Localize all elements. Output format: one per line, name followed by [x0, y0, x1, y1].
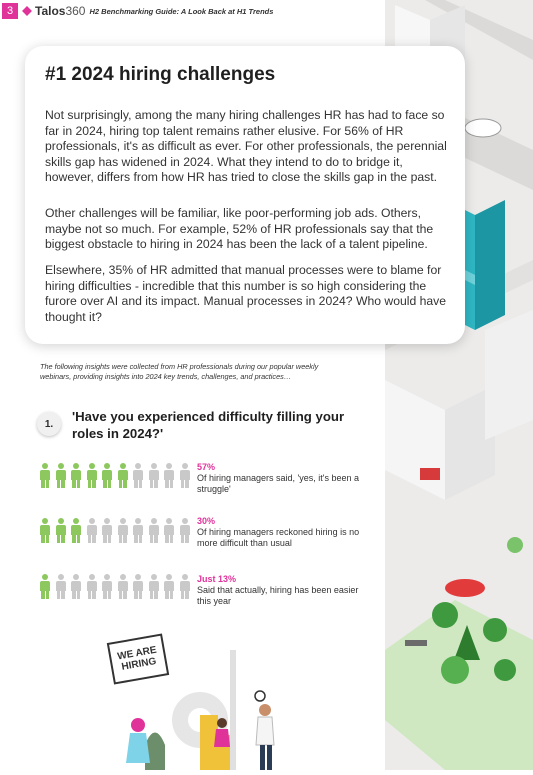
question-text: 'Have you experienced difficulty filling…	[72, 409, 345, 441]
stat-1-label: Of hiring managers said, 'yes, it's been…	[197, 473, 360, 494]
stat-3-label: Said that actually, hiring has been easi…	[197, 585, 359, 606]
person-icon	[38, 518, 54, 544]
stat-3: Just 13% Said that actually, hiring has …	[197, 574, 367, 607]
person-icon	[69, 463, 85, 489]
stat-icons-2	[38, 518, 193, 544]
person-icon	[162, 574, 178, 600]
content-card: #1 2024 hiring challenges Not surprising…	[25, 46, 465, 344]
person-icon	[38, 574, 54, 600]
stat-3-pct: Just 13%	[197, 574, 237, 584]
person-icon	[85, 518, 101, 544]
person-icon	[131, 518, 147, 544]
person-icon	[69, 574, 85, 600]
stat-1: 57% Of hiring managers said, 'yes, it's …	[197, 462, 367, 495]
person-icon	[38, 463, 54, 489]
person-icon	[100, 518, 116, 544]
person-icon	[54, 463, 70, 489]
person-icon	[131, 574, 147, 600]
hiring-illustration: WE ARE HIRING	[100, 630, 300, 770]
person-icon	[162, 463, 178, 489]
person-icon	[85, 574, 101, 600]
brand-number: 360	[65, 4, 86, 18]
sign-text: WE ARE HIRING	[116, 644, 158, 673]
person-icon	[100, 574, 116, 600]
stat-2-label: Of hiring managers reckoned hiring is no…	[197, 527, 360, 548]
paragraph-2: Other challenges will be familiar, like …	[45, 206, 434, 252]
logo-icon	[22, 6, 32, 16]
person-icon	[178, 463, 194, 489]
person-icon	[178, 518, 194, 544]
card-heading: #1 2024 hiring challenges	[45, 64, 276, 85]
paragraph-3: Elsewhere, 35% of HR admitted that manua…	[45, 263, 447, 324]
paragraph-1: Not surprisingly, among the many hiring …	[45, 108, 447, 185]
stat-icons-3	[38, 574, 193, 600]
person-icon	[147, 574, 163, 600]
brand-name: Talos	[35, 4, 66, 18]
person-icon	[147, 463, 163, 489]
person-icon	[178, 574, 194, 600]
person-icon	[54, 574, 70, 600]
document-title: H2 Benchmarking Guide: A Look Back at H1…	[89, 6, 274, 16]
person-icon	[131, 463, 147, 489]
stat-icons-1	[38, 463, 193, 489]
stat-1-pct: 57%	[197, 462, 216, 472]
person-icon	[116, 463, 132, 489]
person-icon	[85, 463, 101, 489]
page-header: 3 Talos 360 H2 Benchmarking Guide: A Look…	[0, 0, 400, 22]
person-icon	[147, 518, 163, 544]
person-icon	[100, 463, 116, 489]
person-icon	[116, 574, 132, 600]
person-icon	[162, 518, 178, 544]
stat-2-pct: 30%	[197, 516, 216, 526]
person-icon	[116, 518, 132, 544]
person-icon	[69, 518, 85, 544]
stat-2: 30% Of hiring managers reckoned hiring i…	[197, 516, 367, 549]
question-number: 1.	[37, 412, 61, 436]
person-icon	[54, 518, 70, 544]
brand-logo: Talos 360	[22, 4, 85, 18]
page-number: 3	[2, 3, 18, 19]
intro-text: The following insights were collected fr…	[40, 362, 319, 381]
